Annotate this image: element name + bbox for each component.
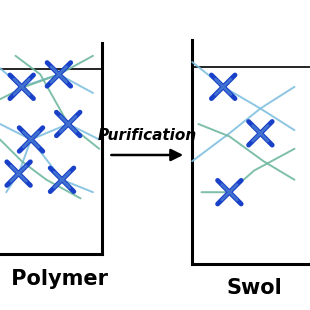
Text: Swol: Swol (226, 278, 282, 298)
Text: Purification: Purification (98, 128, 197, 143)
Text: Polymer: Polymer (4, 269, 108, 289)
